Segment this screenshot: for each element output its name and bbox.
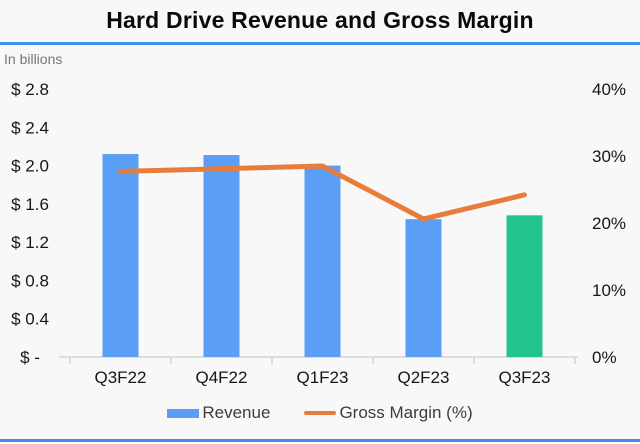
right-axis-tick-label: 40% (592, 80, 626, 99)
left-axis-tick-label: $ 2.8 (11, 80, 49, 99)
legend-label-gross-margin: Gross Margin (%) (339, 403, 473, 422)
left-axis-tick-label: $ - (20, 348, 40, 367)
right-axis-tick-label: 30% (592, 147, 626, 166)
left-axis-tick-label: $ 0.4 (11, 310, 49, 329)
revenue-bar-q1f23 (304, 165, 341, 357)
legend-item-revenue: Revenue (167, 403, 270, 423)
left-axis-tick-label: $ 0.8 (11, 271, 49, 290)
right-axis-tick-label: 20% (592, 214, 626, 233)
legend-item-gross-margin: Gross Margin (%) (304, 403, 473, 423)
chart-legend: Revenue Gross Margin (%) (0, 403, 640, 423)
revenue-bar-q4f22 (203, 155, 240, 357)
revenue-bar-q3f22 (102, 154, 139, 357)
revenue-bar-q2f23 (405, 219, 442, 357)
left-axis-tick-label: $ 2.0 (11, 157, 49, 176)
legend-label-revenue: Revenue (202, 403, 271, 422)
x-axis-category-label: Q4F22 (196, 368, 248, 387)
right-axis-tick-label: 0% (592, 348, 617, 367)
x-axis-category-label: Q3F23 (499, 368, 551, 387)
x-axis-category-label: Q3F22 (95, 368, 147, 387)
left-axis-tick-label: $ 1.6 (11, 195, 49, 214)
x-axis-category-label: Q2F23 (398, 368, 450, 387)
revenue-bar-swatch-icon (167, 408, 200, 418)
gross-margin-line (118, 163, 527, 222)
left-axis-unit-label: In billions (4, 51, 63, 67)
x-axis-category-label: Q1F23 (297, 368, 349, 387)
right-axis-tick-label: 10% (592, 281, 626, 300)
title-divider-rule (0, 42, 640, 45)
left-axis-tick-label: $ 1.2 (11, 233, 49, 252)
gross-margin-line-swatch-icon (304, 411, 337, 415)
left-axis-tick-label: $ 2.4 (11, 118, 49, 137)
bottom-divider-rule (0, 439, 640, 442)
chart-title: Hard Drive Revenue and Gross Margin (106, 7, 534, 33)
revenue-bar-q3f23 (506, 215, 543, 357)
